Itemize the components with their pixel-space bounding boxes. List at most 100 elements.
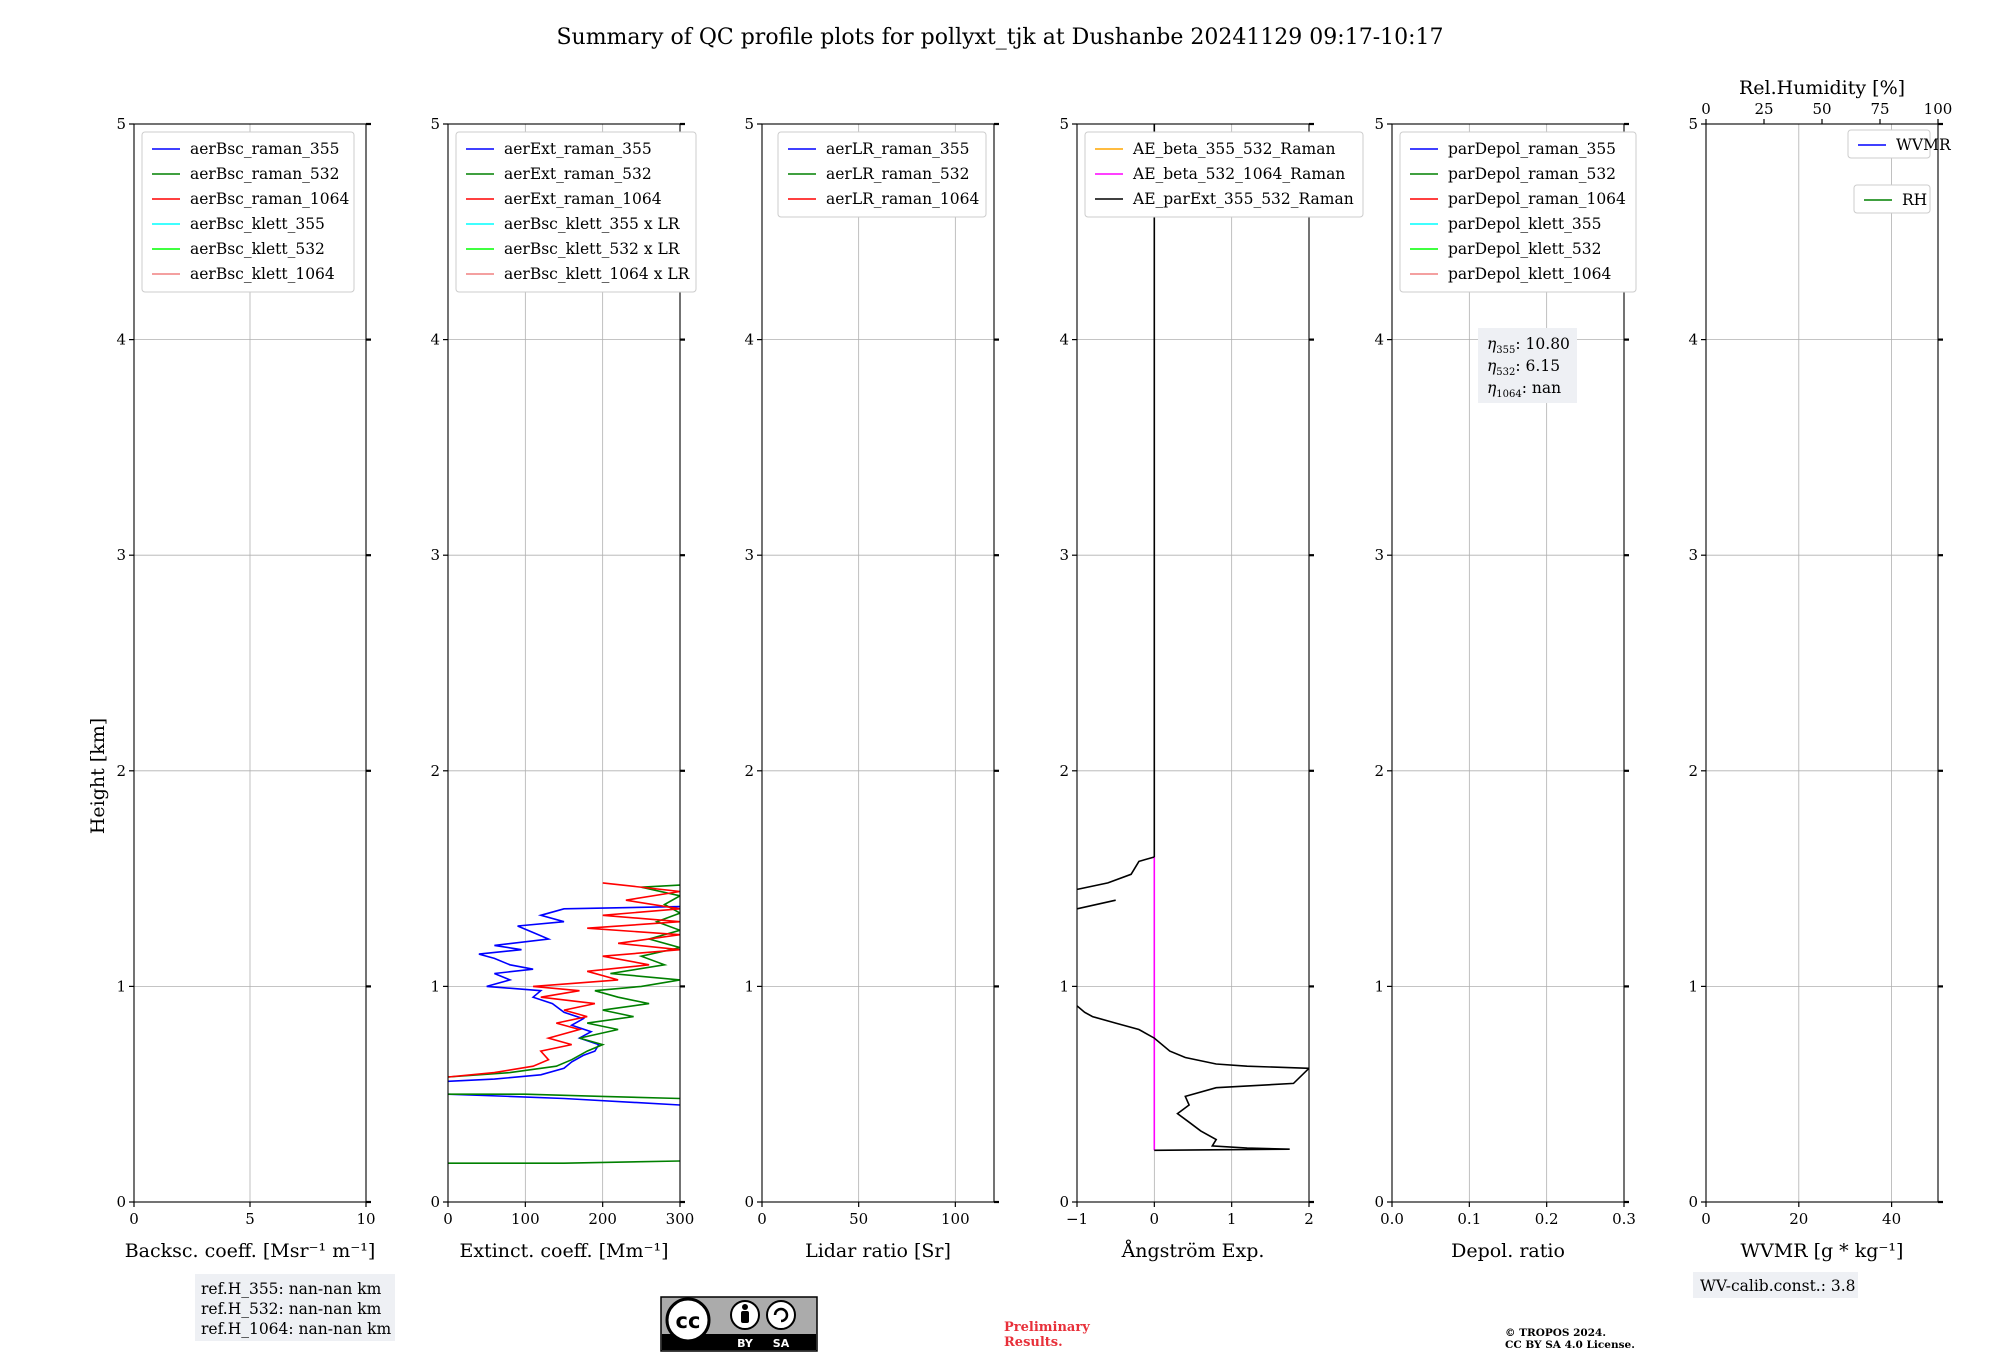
xtick-label-wv-2: 40 <box>1882 1210 1901 1228</box>
ytick-label-wv-5: 5 <box>1688 115 1698 133</box>
legend-label-ext-5: aerBsc_klett_1064 x LR <box>504 265 691 283</box>
ytick-label-lr-2: 2 <box>744 762 754 780</box>
legend-label-wv-1: RH <box>1902 191 1927 209</box>
ytick-label-depol-1: 1 <box>1374 977 1384 995</box>
legend-label-lr-2: aerLR_raman_1064 <box>826 190 979 208</box>
x-axis-label-ext: Extinct. coeff. [Mm⁻¹] <box>459 1240 668 1262</box>
x-axis-label-bsc: Backsc. coeff. [Msr⁻¹ m⁻¹] <box>125 1240 376 1262</box>
ytick-label-ae-2: 2 <box>1059 762 1069 780</box>
series-line-ext-4 <box>448 1093 680 1100</box>
ytick-label-bsc-3: 3 <box>116 546 126 564</box>
legend-label-depol-4: parDepol_klett_532 <box>1448 240 1601 258</box>
legend-box-ae <box>1084 131 1364 218</box>
sa-share-arrow <box>773 1307 789 1323</box>
xtick-label-ae-1: 0 <box>1150 1210 1160 1228</box>
legend-label-bsc-3: aerBsc_klett_355 <box>190 215 325 233</box>
xtick-label-bsc-0: 0 <box>129 1210 139 1228</box>
legend-label-bsc-0: aerBsc_raman_355 <box>190 140 340 158</box>
ytick-label-ae-4: 4 <box>1059 331 1069 349</box>
figure-title: Summary of QC profile plots for pollyxt_… <box>556 25 1443 50</box>
ytick-label-lr-1: 1 <box>744 977 754 995</box>
xtick-label-bsc-1: 5 <box>245 1210 255 1228</box>
legend-label-depol-1: parDepol_raman_532 <box>1448 165 1616 183</box>
top-xtick-label-wv-1: 25 <box>1754 100 1773 118</box>
xtick-label-ae-3: 2 <box>1304 1210 1314 1228</box>
series-line-ext-2 <box>448 882 680 1078</box>
legend-label-lr-0: aerLR_raman_355 <box>826 140 969 158</box>
preliminary-line-2: Results. <box>1004 1335 1063 1350</box>
x-axis-label-ae: Ångström Exp. <box>1121 1240 1265 1262</box>
axes-frame-wv <box>1705 123 1939 1203</box>
x-axis-label-lr: Lidar ratio [Sr] <box>805 1240 951 1262</box>
eta-1064-line: η1064: nan <box>1487 379 1561 400</box>
ytick-label-ext-0: 0 <box>430 1193 440 1211</box>
legend-ext: aerExt_raman_355 aerExt_raman_532 aerExt_r… <box>455 131 697 293</box>
ytick-label-ae-5: 5 <box>1059 115 1069 133</box>
legend-depol: parDepol_raman_355 parDepol_raman_532 parD… <box>1399 131 1637 293</box>
by-person-head <box>742 1304 748 1310</box>
ytick-label-lr-4: 4 <box>744 331 754 349</box>
axes-frame-ae <box>1076 123 1310 1203</box>
xtick-label-ext-2: 200 <box>588 1210 617 1228</box>
wv-calib-box: WV-calib.const.: 3.8 <box>1693 1272 1858 1298</box>
preliminary-line-1: Preliminary <box>1004 1320 1090 1335</box>
legend-label-depol-5: parDepol_klett_1064 <box>1448 265 1611 283</box>
axes-frame-lr <box>761 123 995 1203</box>
sa-label: SA <box>773 1337 790 1350</box>
legend-label-ae-1: AE_beta_532_1064_Raman <box>1132 165 1345 183</box>
wv-calib-box-bg <box>1693 1272 1858 1298</box>
ytick-label-wv-2: 2 <box>1688 762 1698 780</box>
top-axis-label-wv: Rel.Humidity [%] <box>1739 77 1905 99</box>
ytick-label-lr-3: 3 <box>744 546 754 564</box>
top-xtick-label-wv-2: 50 <box>1812 100 1831 118</box>
eta-532-line: η532: 6.15 <box>1487 357 1560 378</box>
ytick-label-ae-3: 3 <box>1059 546 1069 564</box>
series-group-ae <box>1077 124 1309 1152</box>
legend-box-bsc <box>141 131 355 293</box>
legend-label-depol-0: parDepol_raman_355 <box>1448 140 1616 158</box>
cc-license-badge: cc BY SA <box>660 1296 818 1352</box>
ref-height-box-bg <box>195 1274 395 1341</box>
series-group-ext <box>448 882 680 1164</box>
xtick-label-lr-2: 100 <box>941 1210 970 1228</box>
panel-ext: 0 1 2 3 4 5 0 100 200 300 Extinct. coeff. [Mm⁻¹] ae… <box>430 115 697 1262</box>
panel-bsc: 0 1 2 3 4 5 0 5 10 Backsc. coeff. [Msr⁻¹ m⁻¹] aerB… <box>116 115 375 1262</box>
legend-label-bsc-4: aerBsc_klett_532 <box>190 240 325 258</box>
ytick-label-bsc-2: 2 <box>116 762 126 780</box>
ytick-label-wv-1: 1 <box>1688 977 1698 995</box>
top-xtick-label-wv-4: 100 <box>1924 100 1953 118</box>
ytick-label-lr-0: 0 <box>744 1193 754 1211</box>
ytick-label-ae-1: 1 <box>1059 977 1069 995</box>
cc-circle-icon <box>665 1297 711 1343</box>
legend-label-ae-0: AE_beta_355_532_Raman <box>1132 140 1335 158</box>
legend-label-depol-3: parDepol_klett_355 <box>1448 215 1601 233</box>
ytick-label-lr-5: 5 <box>744 115 754 133</box>
series-line-ext-0 <box>448 905 680 1083</box>
xtick-label-depol-1: 0.1 <box>1457 1210 1481 1228</box>
panel-depol: 0 1 2 3 4 5 0.0 0.1 0.2 0.3 Depol. ratio parDepol_r… <box>1374 115 1637 1262</box>
xtick-label-lr-1: 50 <box>849 1210 868 1228</box>
series-line-ae-3 <box>1077 899 1116 910</box>
xtick-label-depol-3: 0.3 <box>1612 1210 1636 1228</box>
ref-height-532: ref.H_532: nan-nan km <box>201 1300 382 1318</box>
ytick-label-wv-3: 3 <box>1688 546 1698 564</box>
legend-ae: AE_beta_355_532_Raman AE_beta_532_1064_Ra… <box>1084 131 1364 218</box>
ytick-label-ae-0: 0 <box>1059 1193 1069 1211</box>
legend-label-lr-1: aerLR_raman_532 <box>826 165 969 183</box>
legend-label-bsc-2: aerBsc_raman_1064 <box>190 190 350 208</box>
axes-frame-depol <box>1391 123 1625 1203</box>
ytick-label-depol-5: 5 <box>1374 115 1384 133</box>
ytick-label-ext-3: 3 <box>430 546 440 564</box>
sa-share-icon <box>766 1300 796 1330</box>
ref-height-1064: ref.H_1064: nan-nan km <box>201 1320 392 1338</box>
x-axis-label-wv: WVMR [g * kg⁻¹] <box>1741 1240 1904 1262</box>
ytick-label-ext-4: 4 <box>430 331 440 349</box>
top-xtick-label-wv-0: 0 <box>1701 100 1711 118</box>
xtick-label-bsc-2: 10 <box>356 1210 375 1228</box>
legend-label-ext-3: aerBsc_klett_355 x LR <box>504 215 681 233</box>
series-line-ext-5 <box>448 1160 680 1164</box>
